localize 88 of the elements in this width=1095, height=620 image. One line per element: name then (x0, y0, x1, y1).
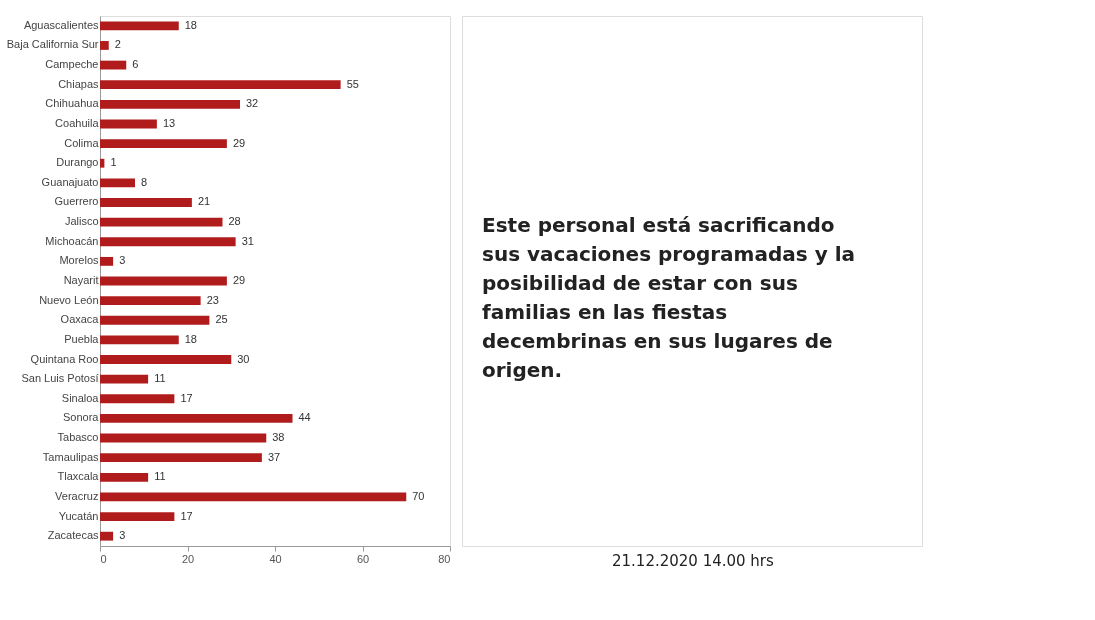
data-label: 29 (232, 136, 246, 149)
data-label: 37 (267, 450, 281, 463)
y-tick-label: Guanajuato (41, 175, 99, 188)
data-label: 29 (232, 274, 246, 286)
bar (100, 472, 149, 482)
y-tick-label: San Luis Potosí (21, 372, 99, 385)
y-tick-label: Chiapas (58, 77, 99, 90)
x-tick-label: 40 (269, 552, 282, 565)
data-label: 11 (154, 372, 166, 385)
y-tick-label: Durango (56, 156, 99, 169)
bar (100, 512, 175, 521)
bar (100, 198, 192, 207)
bar (100, 139, 227, 149)
y-tick-label: Puebla (64, 332, 100, 345)
y-tick-label: Guerrero (54, 195, 99, 208)
text: 21.12.2020 14.00 hrs (612, 552, 775, 570)
bar (100, 374, 149, 384)
y-tick-label: Baja California Sur (6, 38, 99, 51)
data-label: 18 (184, 332, 197, 345)
y-tick-label: Tamaulipas (42, 450, 99, 463)
x-tick-label: 0 (100, 552, 107, 565)
bar (100, 453, 262, 463)
y-tick-label: Colima (64, 136, 100, 149)
bar (100, 315, 210, 325)
bar (100, 276, 227, 286)
data-label: 25 (215, 313, 228, 326)
x-tick-label: 80 (438, 552, 451, 565)
x-tick-label: 60 (356, 552, 370, 565)
data-label: 70 (412, 489, 425, 502)
y-tick-label: Jalisco (64, 215, 99, 228)
data-label: 28 (228, 215, 241, 228)
y-tick-label: Michoacán (45, 234, 99, 247)
y-tick-label: Sonora (63, 411, 100, 424)
data-label: 3 (119, 529, 126, 542)
data-label: 17 (180, 391, 193, 404)
text: Este personal está sacrificando sus vacaciones programadas y la posibilidad de estar con sus familias en las fiestas decembrinas en sus lugares de origen. (482, 213, 855, 382)
y-tick-label: Tabasco (57, 431, 99, 444)
data-label: 17 (180, 509, 193, 522)
data-label: 32 (246, 97, 259, 110)
y-tick-label: Veracruz (55, 489, 99, 502)
data-label: 38 (272, 431, 285, 444)
y-tick-label: Nayarit (63, 274, 99, 286)
data-label: 31 (241, 234, 254, 247)
y-tick-label: Yucatán (58, 509, 99, 522)
bar (100, 531, 114, 541)
data-label: 30 (237, 352, 250, 365)
data-label: 1 (110, 156, 117, 169)
bar (100, 394, 175, 404)
bar (100, 492, 407, 502)
bar (100, 256, 114, 266)
data-label: 23 (206, 293, 219, 306)
data-label: 6 (132, 58, 139, 71)
y-tick-label: Chihuahua (45, 97, 100, 110)
bar (100, 413, 293, 423)
bar (100, 178, 135, 188)
bar (100, 60, 127, 70)
bar (100, 21, 179, 31)
data-label: 2 (114, 38, 121, 51)
data-label: 8 (141, 175, 148, 188)
bar (100, 41, 109, 50)
y-tick-label: Zacatecas (47, 529, 99, 542)
y-tick-label: Coahuila (55, 116, 100, 129)
bar (100, 217, 223, 227)
y-tick-label: Nuevo León (39, 293, 99, 306)
y-tick-label: Aguascalientes (23, 18, 99, 31)
y-tick-label: Tlaxcala (57, 470, 100, 483)
data-label: 55 (346, 77, 359, 90)
bar (100, 119, 157, 129)
bar (100, 158, 105, 168)
bar (100, 296, 201, 306)
y-tick-label: Sinaloa (61, 391, 100, 404)
bar (100, 433, 267, 443)
data-label: 18 (184, 18, 197, 31)
y-tick-label: Oaxaca (60, 313, 100, 326)
data-label: 21 (197, 195, 211, 208)
data-label: 44 (298, 411, 311, 424)
data-label: 3 (119, 254, 126, 267)
bar (100, 335, 179, 345)
bar (100, 99, 240, 109)
y-tick-label: Quintana Roo (30, 352, 99, 365)
bar (100, 355, 232, 364)
data-label: 11 (154, 470, 166, 483)
data-label: 13 (162, 116, 176, 129)
y-tick-label: Campeche (45, 58, 99, 71)
bar (100, 80, 341, 90)
x-tick-label: 20 (181, 552, 195, 565)
y-tick-label: Morelos (59, 254, 99, 267)
bar (100, 237, 236, 247)
